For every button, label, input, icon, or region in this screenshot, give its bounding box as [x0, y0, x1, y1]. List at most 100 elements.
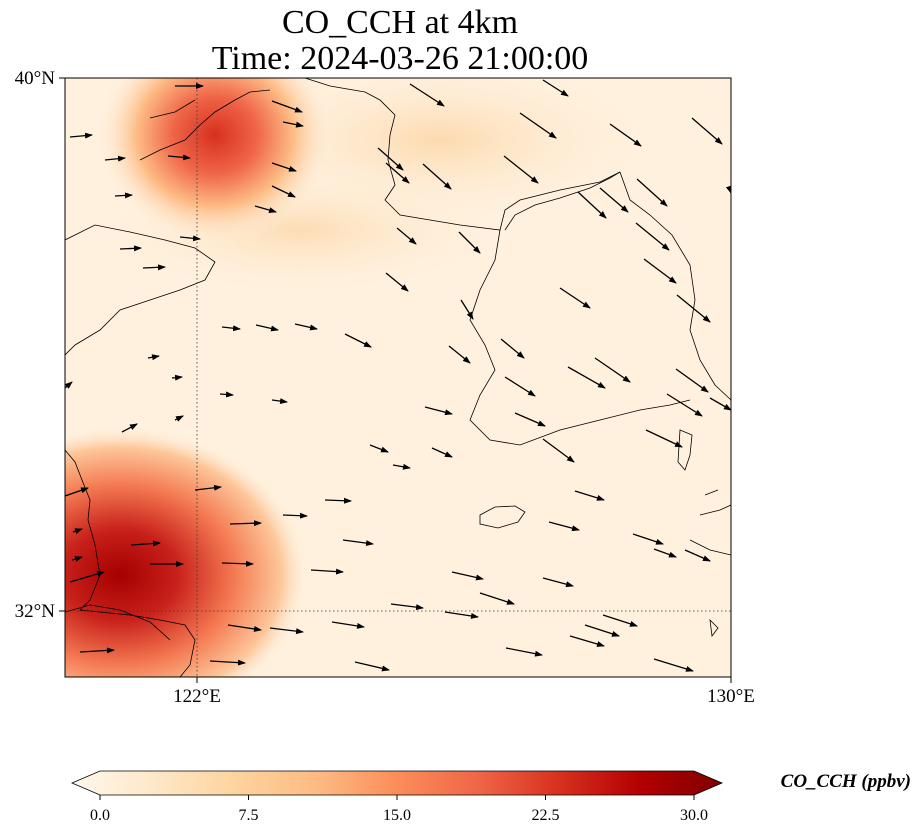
wind-arrow — [458, 231, 481, 254]
small-island-se — [709, 618, 719, 638]
wind-arrow — [574, 490, 605, 501]
wind-arrow — [221, 325, 241, 332]
wind-arrow — [599, 187, 629, 213]
border-line — [504, 171, 621, 231]
colorbar-tick-label: 22.5 — [532, 807, 560, 824]
wind-arrow — [69, 132, 93, 139]
wind-arrow — [505, 647, 543, 657]
colorbar-tick-label: 15.0 — [383, 807, 411, 824]
wind-arrow — [609, 123, 642, 147]
liaodong-coast — [139, 89, 271, 161]
wind-arrow — [310, 568, 344, 575]
wind-arrow — [385, 272, 409, 292]
wind-arrow — [684, 549, 711, 562]
wind-arrow — [451, 571, 484, 581]
wind-arrow — [209, 659, 246, 666]
wind-arrow — [559, 287, 591, 309]
wind-arrow — [653, 658, 694, 672]
yangtze-mouth — [65, 604, 171, 641]
lon-tick-122E: 122°E — [173, 686, 221, 707]
wind-arrow — [409, 83, 445, 107]
wind-arrow — [567, 366, 606, 389]
wind-arrow — [392, 463, 411, 470]
wind-arrow — [424, 406, 453, 416]
wind-arrow — [221, 560, 254, 567]
wind-arrow — [514, 412, 546, 427]
wind-arrow — [254, 205, 277, 213]
wind-arrow — [179, 235, 201, 242]
lon-tick-130E: 130°E — [707, 686, 755, 707]
lat-tick-40N: 40°N — [15, 68, 56, 89]
wind-arrow — [354, 661, 390, 672]
wind-arrow — [114, 192, 133, 199]
korea-east-coast — [619, 171, 731, 401]
axis-ticks: 40°N 32°N 122°E 130°E — [15, 68, 755, 707]
wind-arrow — [271, 100, 303, 113]
wind-arrow — [104, 155, 126, 162]
kyushu-coast — [689, 489, 731, 556]
wind-arrow — [65, 381, 73, 389]
wind-arrow — [569, 635, 605, 647]
wind-arrow — [635, 222, 670, 251]
colorbar: 0.0 7.5 15.0 22.5 30.0 CO_CCH (ppbv) — [70, 770, 911, 824]
wind-arrow — [294, 323, 318, 331]
wind-arrow — [691, 117, 723, 145]
wind-arrow — [645, 429, 683, 448]
wind-arrow — [121, 423, 138, 433]
tsushima-island — [677, 429, 693, 471]
wind-arrow — [72, 528, 83, 535]
colorbar-tick-label: 30.0 — [680, 807, 708, 824]
korea-north-coast — [304, 78, 621, 231]
wind-arrow — [676, 294, 711, 323]
wind-arrow — [344, 333, 372, 348]
colorbar-tick-label: 7.5 — [239, 807, 259, 824]
wind-arrow — [431, 447, 453, 458]
wind-arrow — [709, 397, 731, 411]
wind-arrow — [342, 539, 374, 547]
title-line-1: CO_CCH at 4km — [281, 4, 519, 41]
wind-arrow — [69, 571, 105, 583]
gridlines — [65, 78, 731, 677]
wind-arrow — [675, 368, 709, 393]
wind-arrow — [448, 345, 471, 364]
wind-arrow — [130, 540, 161, 547]
wind-arrow — [271, 185, 296, 198]
wind-arrow — [460, 299, 474, 320]
jeju-island — [479, 505, 526, 529]
wind-arrow — [636, 178, 668, 207]
wind-arrow — [174, 415, 184, 422]
wind-arrow — [577, 191, 607, 219]
wind-arrow — [282, 121, 304, 128]
wind-arrow — [331, 621, 365, 629]
wind-arrow — [632, 533, 664, 545]
wind-arrow — [653, 548, 677, 558]
wind-arrow — [584, 624, 620, 637]
wind-arrow — [422, 163, 452, 190]
wind-arrow — [324, 497, 352, 504]
wind-arrow — [377, 147, 404, 171]
wind-arrow — [390, 603, 424, 611]
wind-arrow — [503, 155, 539, 184]
wind-arrow — [385, 162, 410, 184]
wind-arrow — [119, 245, 142, 252]
high-region-southwest — [65, 425, 310, 677]
wind-arrow — [504, 376, 536, 397]
wind-arrow — [444, 611, 479, 619]
shandong-coast — [65, 224, 216, 356]
wind-arrow — [194, 484, 222, 491]
wind-arrow — [542, 577, 574, 588]
wind-arrow — [602, 614, 638, 627]
korea-west-south-coast — [469, 229, 691, 446]
wind-arrow — [269, 627, 304, 635]
wind-arrow — [271, 398, 288, 405]
wind-arrow — [271, 162, 297, 172]
wind-arrow — [542, 438, 575, 463]
wind-arrow — [219, 391, 234, 398]
title-line-2: Time: 2024-03-26 21:00:00 — [211, 40, 589, 77]
wind-vectors — [65, 79, 731, 672]
wind-arrow — [71, 556, 83, 562]
colorbar-bar — [70, 770, 724, 796]
wind-arrow — [229, 520, 262, 527]
wind-arrow — [594, 357, 631, 383]
wind-arrow — [369, 444, 389, 453]
